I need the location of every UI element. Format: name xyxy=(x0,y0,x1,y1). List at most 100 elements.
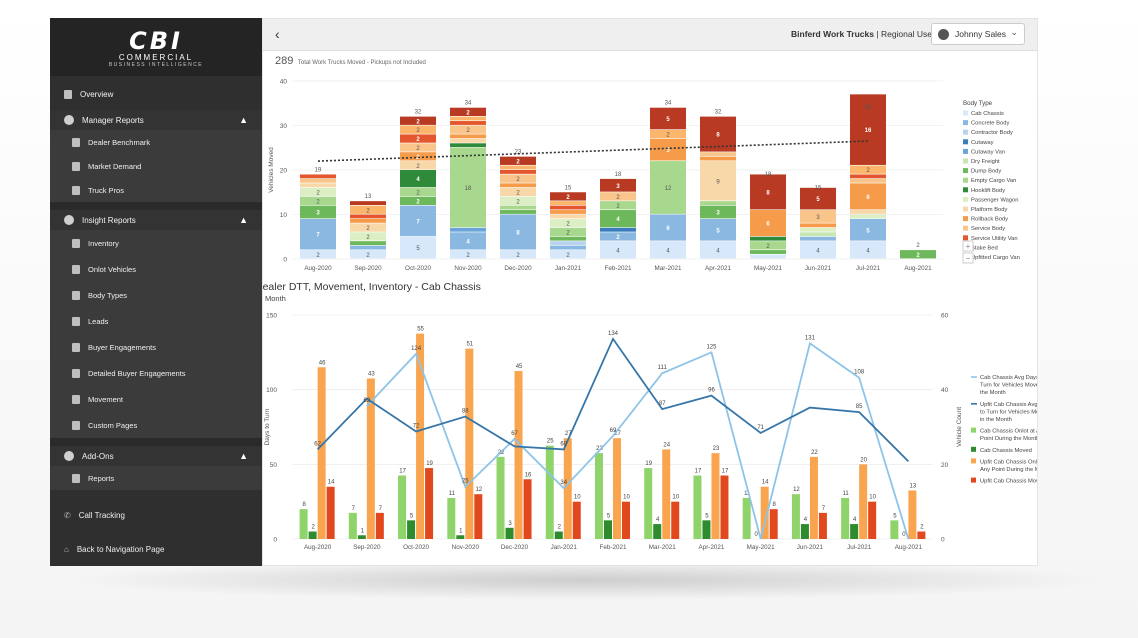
bar-segment xyxy=(350,245,386,250)
bar-segment-label: 8 xyxy=(766,190,770,196)
manager-reports-header[interactable]: Manager Reports ▲ xyxy=(50,110,262,130)
bar-segment xyxy=(400,134,436,143)
y-tick-label: 40 xyxy=(280,79,288,86)
bar xyxy=(653,524,662,539)
bar-segment xyxy=(450,227,486,232)
bar-label: 0 xyxy=(755,532,759,538)
bar-segment xyxy=(850,174,886,179)
nav-item-label: Onlot Vehicles xyxy=(88,264,136,274)
bar xyxy=(496,456,505,539)
legend-entry: Empty Cargo Van xyxy=(971,178,1016,184)
addons-label: Add-Ons xyxy=(82,451,114,461)
bar-segment-label: 2 xyxy=(516,190,520,196)
bar-segment-label: 2 xyxy=(416,190,420,196)
zoom-out-button xyxy=(962,252,974,264)
bar-segment xyxy=(850,218,886,241)
bar-segment xyxy=(800,187,836,210)
y-tick-label: 0 xyxy=(273,537,277,544)
bar-total-label: 15 xyxy=(565,185,572,191)
nav-back-to-navigation[interactable]: ⌂ Back to Navigation Page xyxy=(50,534,262,564)
legend-entry: Upfit Cab Chassis Onlot at xyxy=(980,459,1038,465)
bar-label: 17 xyxy=(722,469,729,475)
bar-segment xyxy=(700,205,736,219)
bar-label: 5 xyxy=(607,513,611,519)
nav-overview[interactable]: Overview xyxy=(50,82,262,106)
bar xyxy=(644,468,653,539)
document-icon xyxy=(72,473,80,483)
bar xyxy=(514,371,523,539)
bar-segment xyxy=(450,143,486,148)
main-panel: ‹ Binferd Work Trucks | Regional User Jo… xyxy=(262,18,1038,566)
bar-segment xyxy=(350,201,386,205)
bar-segment xyxy=(400,187,436,197)
bar-segment-label: 3 xyxy=(616,184,620,190)
nav-item-label: Leads xyxy=(88,316,109,326)
back-arrow-icon[interactable]: ‹ xyxy=(275,26,280,42)
nav-detailed-buyer-engagements[interactable]: Detailed Buyer Engagements xyxy=(50,360,262,386)
bar-label: 1 xyxy=(459,528,463,534)
chevron-up-icon[interactable]: ▲ xyxy=(239,451,248,461)
nav-dealer-benchmark[interactable]: Dealer Benchmark xyxy=(50,130,262,154)
bar-segment xyxy=(550,214,586,219)
bar-label: 2 xyxy=(558,525,562,531)
bar-segment xyxy=(650,107,686,130)
bar xyxy=(850,524,859,539)
bar xyxy=(908,490,917,539)
call-tracking-label: Call Tracking xyxy=(78,510,125,520)
bar-label: 16 xyxy=(525,472,532,478)
insight-reports-header[interactable]: Insight Reports ▲ xyxy=(50,210,262,230)
x-tick-label: Jan-2021 xyxy=(551,544,578,551)
nav-leads[interactable]: Leads xyxy=(50,308,262,334)
bar-segment xyxy=(450,107,486,116)
bar-label: 19 xyxy=(426,461,433,467)
nav-body-types[interactable]: Body Types xyxy=(50,282,262,308)
user-name: Johnny Sales xyxy=(955,29,1007,39)
bar xyxy=(299,509,308,539)
addons-header[interactable]: Add-Ons ▲ xyxy=(50,446,262,466)
document-icon xyxy=(72,420,80,430)
bar xyxy=(398,475,407,539)
legend-entry: Dry Freight xyxy=(971,159,1000,165)
bar xyxy=(800,524,809,539)
y-tick-label: 30 xyxy=(280,123,288,130)
bar-segment xyxy=(300,205,336,219)
nav-onlot-vehicles[interactable]: Onlot Vehicles xyxy=(50,256,262,282)
bar-segment xyxy=(500,183,536,188)
bar-segment xyxy=(750,236,786,241)
top-bar: ‹ Binferd Work Trucks | Regional User Jo… xyxy=(263,19,1037,51)
bar-label: 14 xyxy=(762,480,769,486)
bar-label: 5 xyxy=(893,513,897,519)
nav-call-tracking[interactable]: ✆ Call Tracking xyxy=(50,500,262,530)
document-icon xyxy=(72,342,80,352)
nav-buyer-engagements[interactable]: Buyer Engagements xyxy=(50,334,262,360)
chevron-up-icon[interactable]: ▲ xyxy=(239,115,248,125)
divider xyxy=(50,202,262,210)
x-tick-label: Feb-2021 xyxy=(605,265,632,272)
bar-label: 14 xyxy=(328,480,335,486)
nav-movement[interactable]: Movement xyxy=(50,386,262,412)
bar xyxy=(595,453,603,539)
bar-segment-label: 2 xyxy=(516,177,520,183)
nav-market-demand[interactable]: Market Demand xyxy=(50,154,262,178)
nav-reports[interactable]: Reports xyxy=(50,466,262,490)
nav-item-label: Dealer Benchmark xyxy=(88,137,151,147)
y-tick-label: 50 xyxy=(270,462,278,469)
document-icon xyxy=(72,316,80,326)
nav-truck-pros[interactable]: Truck Pros xyxy=(50,178,262,202)
bar-segment xyxy=(350,223,386,232)
user-dropdown[interactable]: Johnny Sales ⌄ xyxy=(931,23,1025,45)
chevron-up-icon[interactable]: ▲ xyxy=(239,215,248,225)
line-label: 69 xyxy=(610,428,617,434)
bar-segment-label: 4 xyxy=(666,248,670,254)
chart2-subtitle: by Month xyxy=(263,294,286,303)
y2-axis-label: Vehicle Count xyxy=(956,407,963,447)
nav-custom-pages[interactable]: Custom Pages xyxy=(50,412,262,438)
company-name: Binferd Work Trucks xyxy=(791,29,874,39)
nav-inventory[interactable]: Inventory xyxy=(50,230,262,256)
bar xyxy=(416,333,425,539)
addons-group: Add-Ons ▲ Reports xyxy=(50,446,262,490)
bar-segment xyxy=(450,121,486,125)
y2-tick-label: 60 xyxy=(941,313,949,320)
